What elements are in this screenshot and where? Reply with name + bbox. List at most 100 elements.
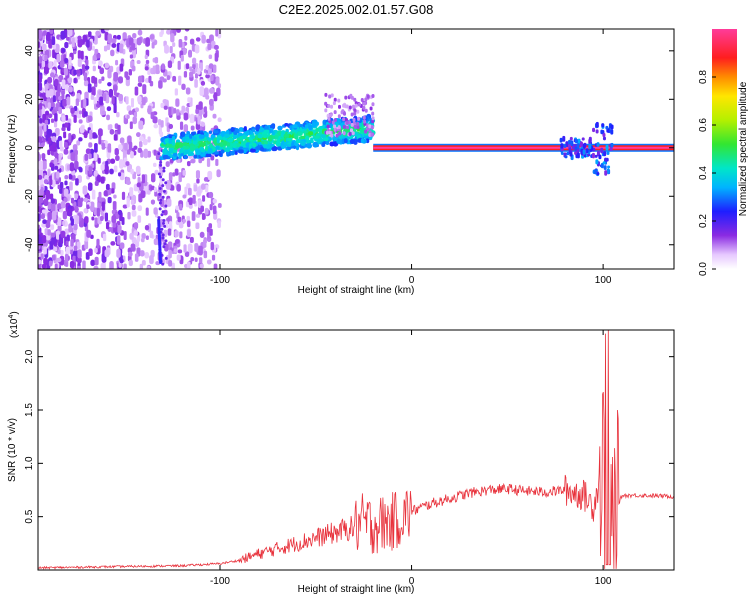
spectrogram-cell [77,58,82,68]
spectrogram-cell [150,199,156,205]
spectrogram-cell [602,136,606,141]
spectrogram-cell [171,185,175,191]
spectrogram-cell [145,59,150,65]
spectrogram-cell [58,140,63,148]
spectrogram-cell [144,66,149,71]
spectrogram-cell [57,217,62,227]
spectrogram-cell [600,129,604,135]
spectrogram-cell [186,261,191,269]
spectrogram-cell [160,227,164,231]
spectrogram-cell [249,143,253,149]
spectrogram-frame [37,28,675,270]
spectrogram-cell [366,94,370,99]
spectrogram-cell [162,98,168,104]
spectrogram-cell [76,69,81,74]
spectrogram-cell [574,138,578,144]
spectrogram-cells [38,29,674,269]
spectrogram-cell [131,42,136,51]
spectrogram-cell [560,151,564,155]
spectrogram-cell [353,131,359,137]
spectrogram-cell [371,119,375,124]
spectrogram-cell [47,201,52,210]
spectrogram-cell [139,250,145,257]
spectrogram-cell [50,118,55,123]
spectrogram-cell [139,263,144,269]
spectrogram-cell [181,83,186,91]
spectrogram-cell [45,110,49,116]
spectrogram-cell [68,56,72,66]
spectrogram-cell [370,125,374,130]
spectrogram-cell [64,228,70,235]
spectrogram-cell [123,230,127,241]
spectrogram-panel: -100 0 100 40 20 0 -20 -40 Height of straight l… [7,28,675,296]
spectrogram-x-tick-label: -100 [210,275,230,286]
spectrogram-cell [59,181,64,189]
spectrogram-cell [48,38,52,48]
spectrogram-cell [312,141,319,148]
spectrogram-cell [38,259,42,265]
spectrogram-cell [43,198,49,207]
colorbar: 0.0 0.2 0.4 0.6 0.8 Normalized spectral ampl… [698,29,749,276]
spectrogram-cell [107,69,112,79]
spectrogram-cell [569,136,573,141]
spectrogram-cell [316,138,321,144]
spectrogram-cell [371,116,375,121]
spectrogram-x-tick-label: 100 [595,275,612,286]
spectrogram-cell [153,123,159,129]
spectrogram-cell [83,72,88,82]
spectrogram-cell [606,128,610,133]
spectrogram-cell [160,29,164,35]
spectrogram-cell [38,55,43,64]
spectrogram-cell [187,187,192,196]
spectrogram-cell [158,79,163,89]
spectrogram-cell [251,128,256,133]
spectrogram-cell [582,149,586,155]
spectrogram-cell [364,108,368,113]
spectrogram-cell [65,240,69,247]
spectrogram-cell [163,242,167,246]
spectrogram-cell [338,131,342,136]
spectrogram-cell [40,142,45,148]
spectrogram-cell [176,254,181,261]
spectrogram-cell [154,169,159,175]
spectrogram-cell [73,249,78,257]
spectrogram-cell [90,201,95,212]
spectrogram-cell [62,98,67,107]
spectrogram-cell [70,107,75,114]
spectrogram-cell [57,249,61,255]
spectrogram-cell [237,149,244,154]
spectrogram-cell [194,79,198,88]
spectrogram-cell [262,133,268,139]
spectrogram-cell [337,125,341,130]
snr-x-axis-label: Height of straight line (km) [298,584,415,595]
spectrogram-cell [610,129,614,135]
spectrogram-cell [133,112,138,118]
spectrogram-cell [159,198,163,202]
spectrogram-cell [226,142,231,147]
spectrogram-cell [188,203,193,209]
spectrogram-cell [179,231,183,239]
spectrogram-cell [208,223,213,229]
spectrogram-cell [48,137,52,145]
spectrogram-cell [183,146,189,150]
spectrogram-cell [198,101,203,110]
spectrogram-cell [220,149,225,154]
spectrogram-cell [158,201,162,205]
spectrogram-cell [158,187,162,191]
spectrogram-cell [333,127,337,132]
spectrogram-cell [328,130,332,135]
snr-y-tick-label: 1.0 [24,456,35,470]
spectrogram-cell [183,71,188,78]
spectrogram-cell [188,49,192,58]
spectrogram-cell [171,135,176,141]
spectrogram-cell [180,54,184,62]
spectrogram-cell [73,114,77,123]
spectrogram-cell [85,148,91,155]
spectrogram-cell [41,263,47,269]
spectrogram-cell [353,97,357,102]
spectrogram-cell [86,204,90,209]
spectrogram-cell [205,153,212,158]
spectrogram-cell [264,124,269,131]
spectrogram-cell [164,239,168,243]
spectrogram-cell [184,251,190,258]
